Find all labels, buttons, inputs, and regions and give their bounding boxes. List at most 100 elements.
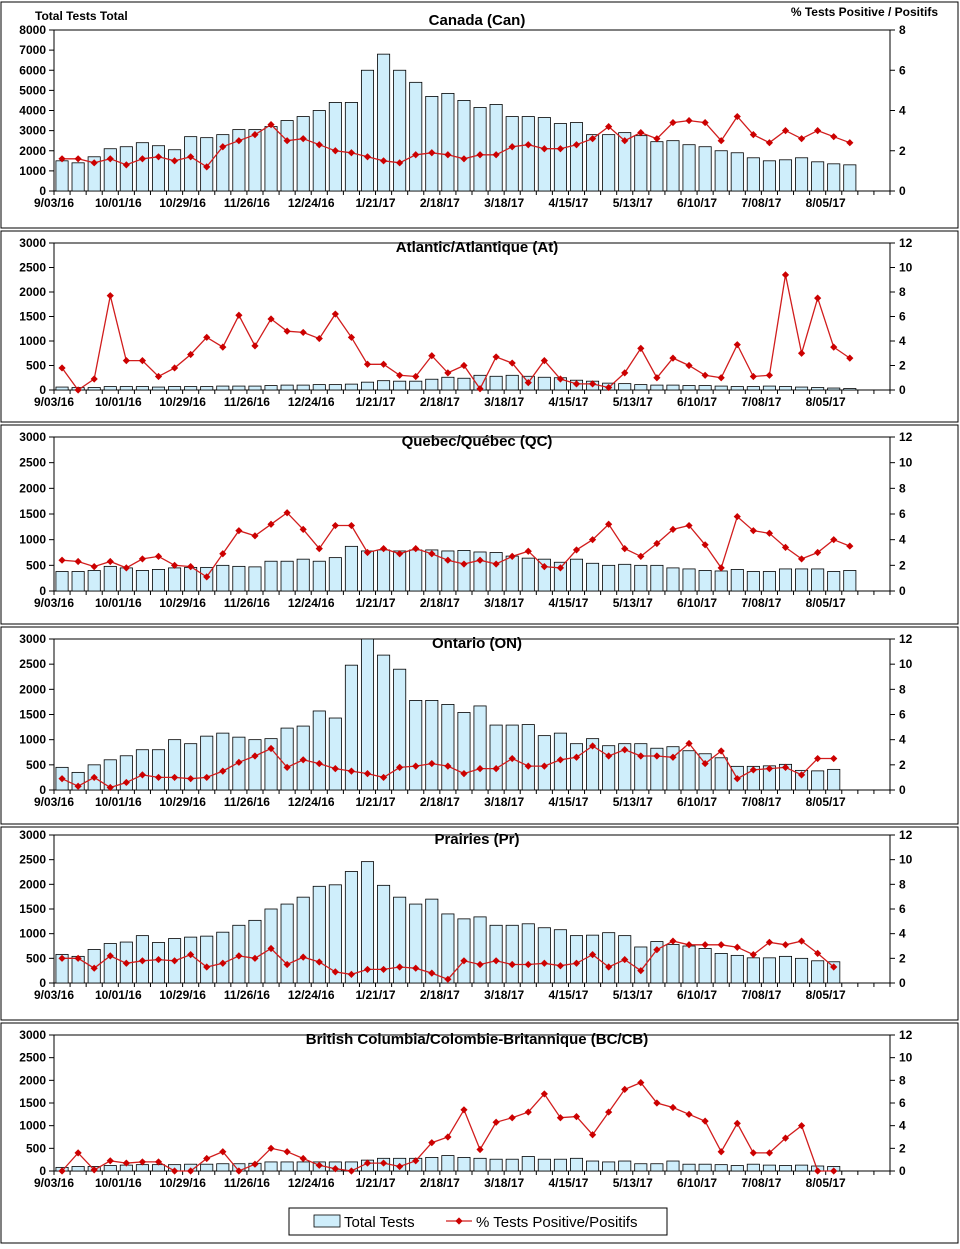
y-left-tick-label: 1500: [19, 708, 46, 722]
point-percent-positive: [830, 536, 838, 544]
x-tick-label: 8/05/17: [806, 795, 846, 809]
y-right-tick-label: 8: [899, 23, 906, 37]
bar-total-tests: [216, 1163, 230, 1172]
panel-frame: [0, 424, 959, 625]
point-percent-positive: [508, 552, 516, 560]
y-right-tick-label: 2: [899, 758, 906, 772]
point-percent-positive: [846, 354, 854, 362]
bar-total-tests: [682, 385, 696, 391]
bar-total-tests: [264, 560, 278, 592]
bar-total-tests: [135, 1164, 149, 1172]
point-percent-positive: [396, 1162, 404, 1171]
point-percent-positive: [765, 371, 774, 379]
point-percent-positive: [203, 573, 211, 581]
bar-total-tests: [248, 129, 262, 192]
x-tick-label: 10/01/16: [95, 395, 142, 409]
point-percent-positive: [412, 1157, 420, 1165]
y-right-tick-label: 12: [899, 1028, 913, 1042]
point-percent-positive: [781, 1134, 790, 1142]
y-left-tick-label: 1000: [19, 1119, 46, 1133]
bar-total-tests: [714, 1164, 728, 1172]
point-percent-positive: [267, 744, 275, 753]
x-tick-label: 2/18/17: [420, 988, 460, 1002]
point-percent-positive: [540, 145, 548, 153]
point-percent-positive: [492, 560, 500, 568]
bar-total-tests: [618, 132, 632, 192]
point-percent-positive: [605, 383, 613, 392]
point-percent-positive: [669, 753, 677, 761]
panel-title: Ontario (ON): [432, 635, 522, 652]
bar-total-tests: [537, 927, 551, 984]
y-right-tick-label: 12: [899, 632, 913, 646]
bar-total-tests: [586, 1160, 600, 1172]
point-percent-positive: [187, 775, 195, 783]
point-percent-positive: [669, 525, 677, 533]
x-tick-label: 11/26/16: [224, 395, 270, 409]
point-percent-positive: [492, 151, 500, 159]
bar-total-tests: [457, 1157, 471, 1172]
point-percent-positive: [685, 361, 693, 370]
point-percent-positive: [476, 960, 484, 969]
bar-total-tests: [537, 117, 551, 192]
bar-total-tests: [200, 1163, 214, 1172]
bar-total-tests: [634, 743, 648, 791]
bar-total-tests: [811, 161, 825, 192]
bar-total-tests: [377, 654, 391, 791]
x-tick-label: 4/15/17: [548, 988, 588, 1002]
bar-total-tests: [457, 377, 471, 391]
y-left-tick-label: 0: [39, 1164, 46, 1178]
bar-total-tests: [602, 1161, 616, 1172]
y-right-tick-label: 0: [899, 1164, 906, 1178]
y-right-tick-label: 4: [899, 104, 906, 118]
x-tick-label: 4/15/17: [548, 196, 588, 210]
bar-total-tests: [682, 1163, 696, 1172]
bar-total-tests: [377, 549, 391, 592]
y-right-tick-label: 2: [899, 359, 906, 373]
bar-total-tests: [650, 747, 664, 791]
bar-total-tests: [602, 564, 616, 592]
point-percent-positive: [299, 1154, 307, 1163]
y-right-tick-label: 2: [899, 558, 906, 572]
bar-total-tests: [280, 903, 294, 984]
y-right-tick-label: 10: [899, 657, 913, 671]
y-left-tick-label: 2500: [19, 456, 46, 470]
bar-total-tests: [135, 142, 149, 192]
x-tick-label: 8/05/17: [806, 196, 846, 210]
point-percent-positive: [251, 954, 259, 962]
bar-total-tests: [489, 375, 503, 391]
bar-total-tests: [682, 945, 696, 984]
bar-total-tests: [216, 931, 230, 984]
panel-title: Prairies (Pr): [434, 831, 519, 848]
x-tick-label: 8/05/17: [806, 1176, 846, 1190]
x-tick-label: 7/08/17: [741, 795, 781, 809]
point-percent-positive: [814, 754, 822, 763]
x-tick-label: 10/29/16: [159, 795, 206, 809]
bar-total-tests: [618, 563, 632, 592]
point-percent-positive: [508, 960, 516, 969]
y-left-tick-label: 2500: [19, 657, 46, 671]
bar-total-tests: [521, 1156, 535, 1172]
point-percent-positive: [219, 143, 227, 151]
point-percent-positive: [701, 1117, 709, 1125]
point-percent-positive: [154, 552, 163, 560]
point-percent-positive: [122, 959, 130, 967]
point-percent-positive: [428, 149, 436, 157]
bar-total-tests: [553, 123, 567, 192]
y-right-tick-label: 0: [899, 976, 906, 990]
bar-total-tests: [151, 749, 166, 791]
point-percent-positive: [685, 116, 693, 125]
point-percent-positive: [556, 1114, 565, 1122]
bar-total-tests: [457, 100, 471, 192]
x-tick-label: 10/29/16: [159, 988, 206, 1002]
point-percent-positive: [154, 773, 163, 782]
point-percent-positive: [122, 161, 130, 169]
bar-total-tests: [135, 749, 149, 791]
bar-total-tests: [119, 386, 133, 391]
point-percent-positive: [299, 953, 307, 961]
bar-total-tests: [168, 567, 182, 592]
bar-total-tests: [473, 551, 487, 592]
point-percent-positive: [138, 1158, 147, 1166]
bar-total-tests: [505, 555, 519, 592]
point-percent-positive: [588, 380, 597, 388]
point-percent-positive: [58, 556, 66, 564]
